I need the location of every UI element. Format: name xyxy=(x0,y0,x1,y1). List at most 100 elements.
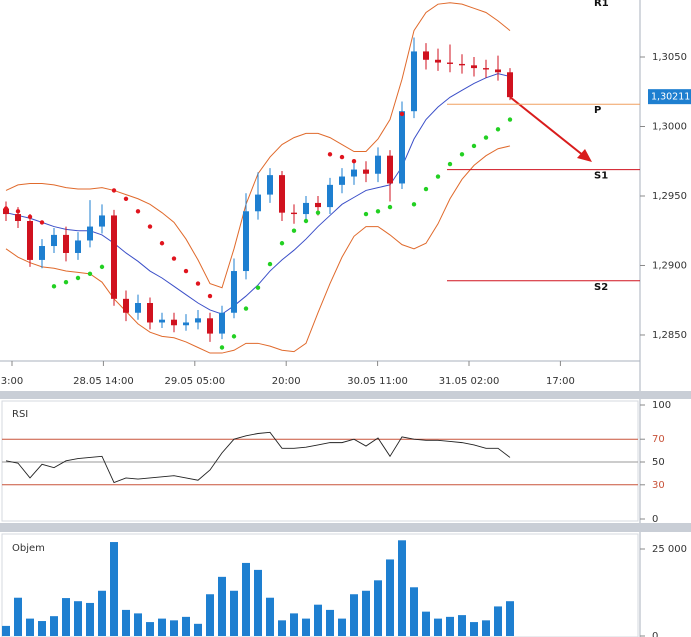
volume-bar xyxy=(506,601,514,636)
volume-bar xyxy=(362,590,370,636)
volume-bar xyxy=(86,602,94,636)
volume-bar xyxy=(206,594,214,636)
volume-bar xyxy=(434,618,442,636)
sar-dot xyxy=(279,241,285,246)
sar-dot xyxy=(39,220,45,225)
sar-dot xyxy=(87,271,93,277)
candle-body xyxy=(363,169,369,174)
candle-body xyxy=(111,215,117,299)
sar-dot xyxy=(147,224,153,229)
sar-dot xyxy=(195,281,201,286)
candle-body xyxy=(483,68,489,70)
sar-dot xyxy=(291,228,297,233)
volume-bar xyxy=(374,580,382,636)
candle-body xyxy=(315,202,321,208)
sar-dot xyxy=(351,159,357,164)
sar-dot xyxy=(219,345,225,350)
volume-bar xyxy=(74,601,82,636)
candle-body xyxy=(63,234,69,253)
candle-body xyxy=(207,318,213,334)
sar-dot xyxy=(459,152,465,157)
candle-body xyxy=(243,211,249,272)
volume-bar xyxy=(110,542,118,636)
sar-dot xyxy=(267,261,273,267)
candle-body xyxy=(51,234,57,247)
sar-dot xyxy=(27,214,33,220)
volume-bar xyxy=(266,597,274,636)
volume-bar xyxy=(410,587,418,636)
panel-title: RSI xyxy=(12,409,28,420)
sar-dot xyxy=(399,111,405,117)
volume-bar xyxy=(242,562,250,636)
volume-bar xyxy=(326,609,334,636)
volume-bar xyxy=(350,594,358,636)
sar-dot xyxy=(99,264,105,270)
volume-bar xyxy=(146,622,154,636)
y-tick-label: 25 000 xyxy=(652,544,687,555)
sar-dot xyxy=(3,206,9,211)
candle-body xyxy=(423,51,429,60)
sar-dot xyxy=(51,284,57,289)
separator xyxy=(0,523,691,532)
sar-dot xyxy=(123,196,129,201)
candle-body xyxy=(399,111,405,184)
sar-dot xyxy=(183,268,189,274)
separator xyxy=(0,391,691,399)
sar-dot xyxy=(303,218,309,224)
candle-body xyxy=(267,175,273,195)
y-tick-label: 1,3000 xyxy=(652,121,687,132)
candle-body xyxy=(351,169,357,177)
volume-bar xyxy=(158,618,166,636)
pivot-label: S1 xyxy=(594,171,608,182)
volume-bar xyxy=(338,618,346,636)
candle-body xyxy=(87,226,93,241)
x-tick-label: 17:00 xyxy=(546,376,575,387)
volume-bar xyxy=(278,620,286,636)
candle-body xyxy=(27,221,33,260)
sar-dot xyxy=(159,241,165,246)
sar-dot xyxy=(243,306,249,311)
y-tick-label: 1,2900 xyxy=(652,260,687,271)
arrow xyxy=(509,96,585,157)
y-tick-label: 30 xyxy=(652,480,665,491)
candle-body xyxy=(3,208,9,215)
candle-body xyxy=(303,202,309,215)
sar-dot xyxy=(411,202,417,207)
y-tick-label: 0 xyxy=(652,514,658,525)
sar-dot xyxy=(507,117,513,122)
x-tick-label: 20:00 xyxy=(272,376,301,387)
candle-body xyxy=(231,271,237,313)
candle-body xyxy=(159,319,165,323)
sar-dot xyxy=(471,143,477,149)
sar-dot xyxy=(375,209,381,214)
sar-dot xyxy=(495,127,501,132)
sar-dot xyxy=(75,275,81,281)
candle-body xyxy=(435,59,441,63)
volume-bar xyxy=(254,569,262,636)
volume-bar xyxy=(422,611,430,636)
candle-body xyxy=(195,318,201,323)
last-price-box xyxy=(648,89,691,105)
volume-bar xyxy=(134,613,142,636)
sar-dot xyxy=(15,209,21,214)
y-tick-label: 1,2850 xyxy=(652,330,687,341)
volume-bar xyxy=(458,615,466,636)
candle-body xyxy=(15,214,21,222)
candle-body xyxy=(99,215,105,227)
sar-dot xyxy=(135,209,141,214)
candle-body xyxy=(171,319,177,326)
x-tick-label: 31.05 02:00 xyxy=(439,376,500,387)
candle-body xyxy=(387,155,393,184)
volume-bar xyxy=(182,616,190,636)
candle-body xyxy=(219,312,225,334)
volume-bar xyxy=(314,604,322,636)
sar-dot xyxy=(63,279,69,285)
pivot-label: R1 xyxy=(594,0,609,9)
volume-bar xyxy=(398,540,406,636)
candle-body xyxy=(459,63,465,66)
sar-dot xyxy=(387,204,393,210)
sar-dot xyxy=(435,174,441,179)
x-tick-label: 3:00 xyxy=(1,376,23,387)
volume-bar xyxy=(302,618,310,636)
